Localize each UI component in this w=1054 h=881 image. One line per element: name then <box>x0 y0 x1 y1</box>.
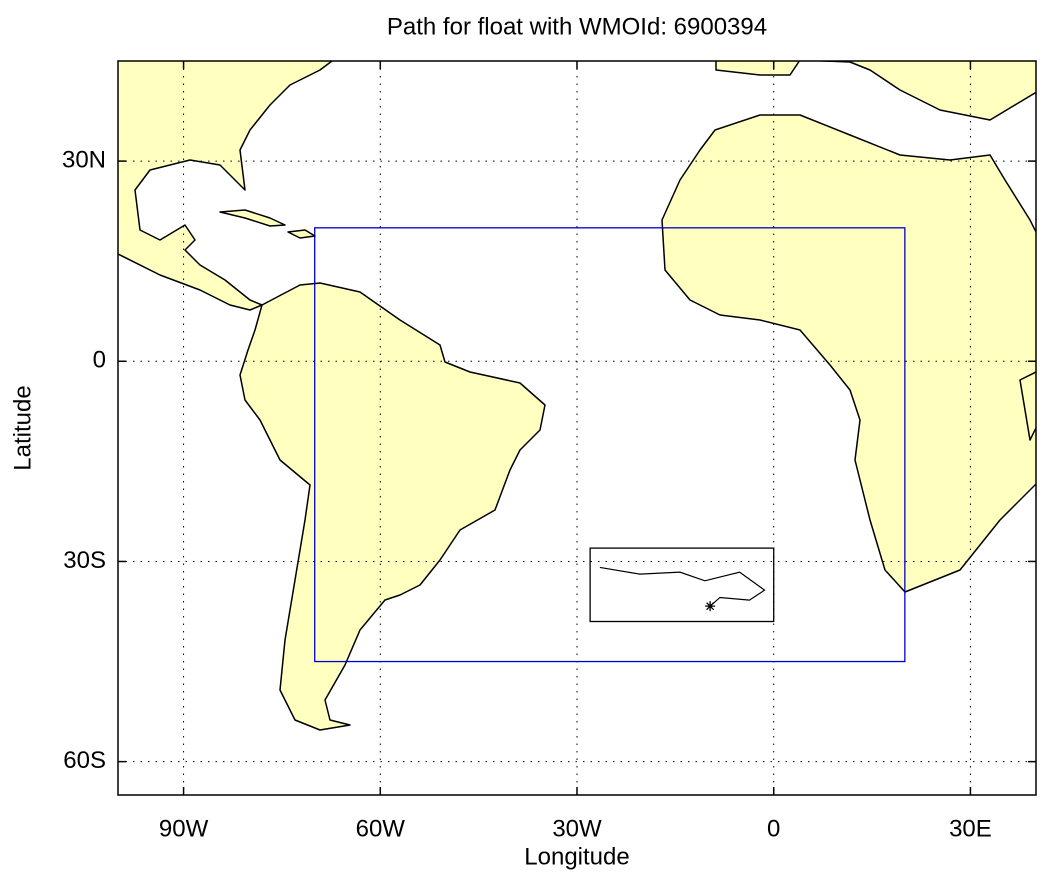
madagascar <box>1019 371 1036 441</box>
y-tick-label: 30S <box>63 547 106 574</box>
x-tick-label: 60W <box>356 815 406 842</box>
float-track <box>599 566 766 607</box>
x-tick-label: 0 <box>767 815 780 842</box>
x-tick-label: 90W <box>159 815 209 842</box>
x-tick-label: 30E <box>949 815 992 842</box>
x-tick-label: 30W <box>552 815 602 842</box>
y-tick-label: 30N <box>62 146 106 173</box>
europe <box>715 61 1036 121</box>
float-last-position <box>705 601 716 612</box>
cuba <box>219 209 286 227</box>
y-axis-label: Latitude <box>9 385 36 470</box>
north-america <box>118 61 334 311</box>
land <box>118 61 1036 731</box>
x-axis-label: Longitude <box>524 843 629 870</box>
south-america <box>239 282 546 731</box>
africa <box>661 114 1036 593</box>
hispaniola <box>287 229 316 239</box>
y-tick-label: 0 <box>93 347 106 374</box>
region-box <box>314 227 906 663</box>
chart-title: Path for float with WMOId: 6900394 <box>387 13 767 40</box>
inset-box <box>589 547 775 623</box>
y-tick-label: 60S <box>63 747 106 774</box>
